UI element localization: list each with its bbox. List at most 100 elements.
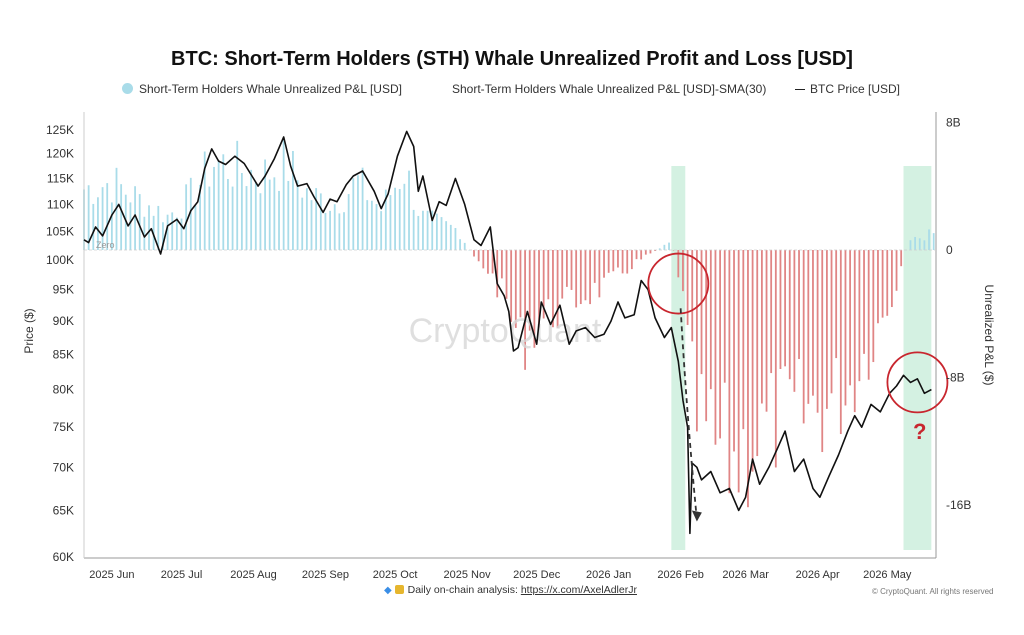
pnl-bar xyxy=(533,250,536,348)
pnl-bar xyxy=(375,204,378,250)
legend-label-price: BTC Price [USD] xyxy=(810,82,901,96)
pnl-bar xyxy=(519,250,522,318)
pnl-bar xyxy=(268,179,271,250)
pnl-bar xyxy=(189,177,192,250)
pnl-bar xyxy=(900,250,903,267)
pnl-bar xyxy=(658,248,661,250)
pnl-bar xyxy=(802,250,805,424)
pnl-bar xyxy=(635,250,638,260)
pnl-bar xyxy=(445,221,448,250)
pnl-bar xyxy=(682,250,684,292)
pnl-bar xyxy=(245,186,248,250)
pnl-bar xyxy=(148,205,150,250)
pnl-bar xyxy=(282,137,285,250)
axis-labels: 125K 120K 115K 110K 105K 100K 95K 90K 85K 80K 75K 7… xyxy=(22,116,996,582)
y-left-tick-label: 100K xyxy=(46,253,74,267)
pnl-bar xyxy=(343,212,345,250)
pnl-bar xyxy=(403,183,406,250)
pnl-bar xyxy=(380,211,383,250)
annotation-question-mark: ? xyxy=(913,419,926,444)
legend-item-pnl[interactable]: Short-Term Holders Whale Unrealized P&L … xyxy=(122,82,402,96)
y-right-tick-label: 0 xyxy=(946,243,953,257)
pnl-bar xyxy=(584,250,587,301)
highlight-band-1 xyxy=(903,166,932,550)
legend-item-price[interactable]: BTC Price [USD] xyxy=(795,82,900,96)
pnl-bar xyxy=(886,250,889,316)
watermark: CryptoQuant xyxy=(409,312,602,350)
pnl-bar xyxy=(765,250,768,412)
pnl-bar xyxy=(788,250,791,380)
pnl-bar xyxy=(770,250,773,374)
y-left-tick-label: 65K xyxy=(53,503,74,517)
pnl-bar xyxy=(932,233,935,250)
pnl-bar xyxy=(370,200,373,250)
x-tick-label: 2025 Jun xyxy=(89,569,134,581)
x-tick-label: 2026 Apr xyxy=(796,569,840,581)
pnl-bar xyxy=(203,151,206,250)
legend-label-pnl: Short-Term Holders Whale Unrealized P&L … xyxy=(139,82,402,96)
pnl-bar xyxy=(570,250,573,290)
pnl-bar xyxy=(677,250,680,278)
pnl-bar xyxy=(357,175,359,250)
pnl-bar xyxy=(162,222,164,250)
pnl-bar xyxy=(134,186,136,250)
pnl-bar xyxy=(733,250,735,452)
pnl-bar xyxy=(756,250,759,457)
pnl-bar xyxy=(417,215,420,250)
pnl-bar xyxy=(254,182,257,250)
pnl-bar xyxy=(700,250,703,375)
price-series xyxy=(83,130,932,535)
footer: ◆ Daily on-chain analysis: https://x.com… xyxy=(384,584,637,596)
pnl-bar xyxy=(194,205,197,250)
pnl-bar xyxy=(593,250,596,283)
pnl-bar xyxy=(528,250,531,331)
pnl-bar xyxy=(607,250,610,273)
pnl-bar xyxy=(626,250,629,274)
pnl-bar xyxy=(157,205,160,250)
pnl-bar xyxy=(454,228,457,250)
pnl-bar xyxy=(301,197,304,250)
pnl-bar xyxy=(389,195,392,250)
footer-link[interactable]: https://x.com/AxelAdlerJr xyxy=(520,584,637,596)
y-left-tick-label: 70K xyxy=(53,460,74,474)
pnl-bar xyxy=(691,250,694,342)
pnl-bar xyxy=(296,180,299,250)
pnl-bar xyxy=(259,193,262,250)
pnl-bar xyxy=(431,210,434,250)
pnl-bar xyxy=(143,216,146,250)
annotations: ? xyxy=(647,252,949,522)
highlight-bands xyxy=(671,166,932,550)
pnl-bar xyxy=(918,238,921,250)
x-tick-label: 2025 Oct xyxy=(373,569,418,581)
pnl-bar xyxy=(213,166,215,250)
pnl-bar xyxy=(217,160,220,250)
pnl-bar xyxy=(394,187,396,250)
y-left-tick-label: 75K xyxy=(53,420,74,434)
pnl-bar xyxy=(408,170,410,250)
pnl-bar xyxy=(278,190,280,250)
y-right-tick-label: -16B xyxy=(946,498,971,512)
pnl-bar xyxy=(672,250,675,251)
legend-item-sma[interactable]: Short-Term Holders Whale Unrealized P&L … xyxy=(452,82,766,96)
pnl-bar xyxy=(319,193,322,250)
pnl-bar xyxy=(881,250,884,318)
pnl-bar xyxy=(129,202,132,250)
pnl-bar xyxy=(779,250,782,369)
pnl-bar xyxy=(686,250,689,325)
pnl-bar xyxy=(273,177,276,250)
x-tick-label: 2025 Jul xyxy=(161,569,203,581)
pnl-bar xyxy=(185,184,188,250)
arrowhead-icon xyxy=(691,510,702,522)
pnl-bar xyxy=(644,250,647,255)
pnl-bar xyxy=(110,202,113,250)
y-left-tick-label: 110K xyxy=(47,197,74,211)
pnl-bar xyxy=(561,250,564,299)
y-left-tick-label: 85K xyxy=(53,347,74,361)
pnl-bar xyxy=(231,186,234,250)
pnl-bar xyxy=(839,250,842,435)
pnl-bar xyxy=(175,217,178,250)
pnl-bar xyxy=(807,250,810,404)
pnl-bar xyxy=(542,250,545,319)
pnl-bars xyxy=(83,137,935,508)
pnl-bar xyxy=(329,210,331,250)
